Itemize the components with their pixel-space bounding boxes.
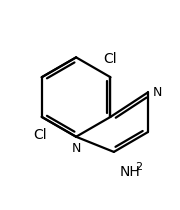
Text: NH: NH — [120, 165, 141, 179]
Text: Cl: Cl — [104, 52, 117, 66]
Text: N: N — [153, 86, 162, 99]
Text: 2: 2 — [135, 162, 142, 172]
Text: Cl: Cl — [33, 128, 47, 142]
Text: N: N — [71, 142, 81, 155]
